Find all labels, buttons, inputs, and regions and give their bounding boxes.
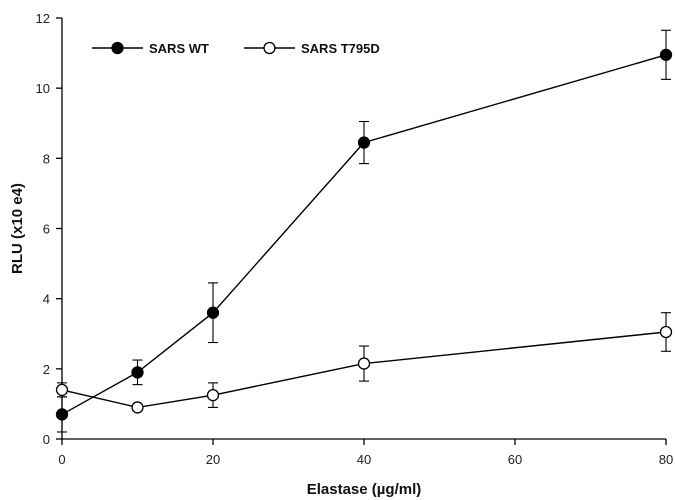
data-point [661, 49, 672, 60]
legend-item-0: SARS WT [92, 41, 209, 56]
series-layer [57, 30, 672, 432]
x-tick-label: 20 [206, 452, 220, 467]
x-axis-title: Elastase (µg/ml) [307, 481, 422, 498]
legend-label: SARS WT [149, 41, 209, 56]
y-tick-label: 12 [36, 11, 50, 26]
data-point [208, 307, 219, 318]
y-axis-title: RLU (x10 e4) [9, 183, 26, 274]
axes: 0 2 4 6 8 10 12 0 20 40 60 80 [36, 11, 674, 467]
data-point [132, 402, 143, 413]
y-tick-label: 2 [43, 362, 50, 377]
y-tick-label: 4 [43, 292, 50, 307]
data-point [661, 326, 672, 337]
data-point [208, 390, 219, 401]
x-tick-label: 60 [508, 452, 522, 467]
data-point [132, 367, 143, 378]
data-point [57, 384, 68, 395]
legend-marker [112, 43, 123, 54]
legend-item-1: SARS T795D [244, 41, 380, 56]
data-point [359, 358, 370, 369]
legend-label: SARS T795D [301, 41, 380, 56]
data-point [57, 409, 68, 420]
x-tick-label: 40 [357, 452, 371, 467]
legend: SARS WT SARS T795D [92, 41, 380, 56]
legend-marker [264, 43, 275, 54]
data-point [359, 137, 370, 148]
x-tick-label: 80 [659, 452, 673, 467]
y-tick-label: 8 [43, 151, 50, 166]
y-tick-label: 6 [43, 222, 50, 237]
y-tick-label: 0 [43, 432, 50, 447]
y-tick-label: 10 [36, 81, 50, 96]
x-tick-label: 0 [58, 452, 65, 467]
